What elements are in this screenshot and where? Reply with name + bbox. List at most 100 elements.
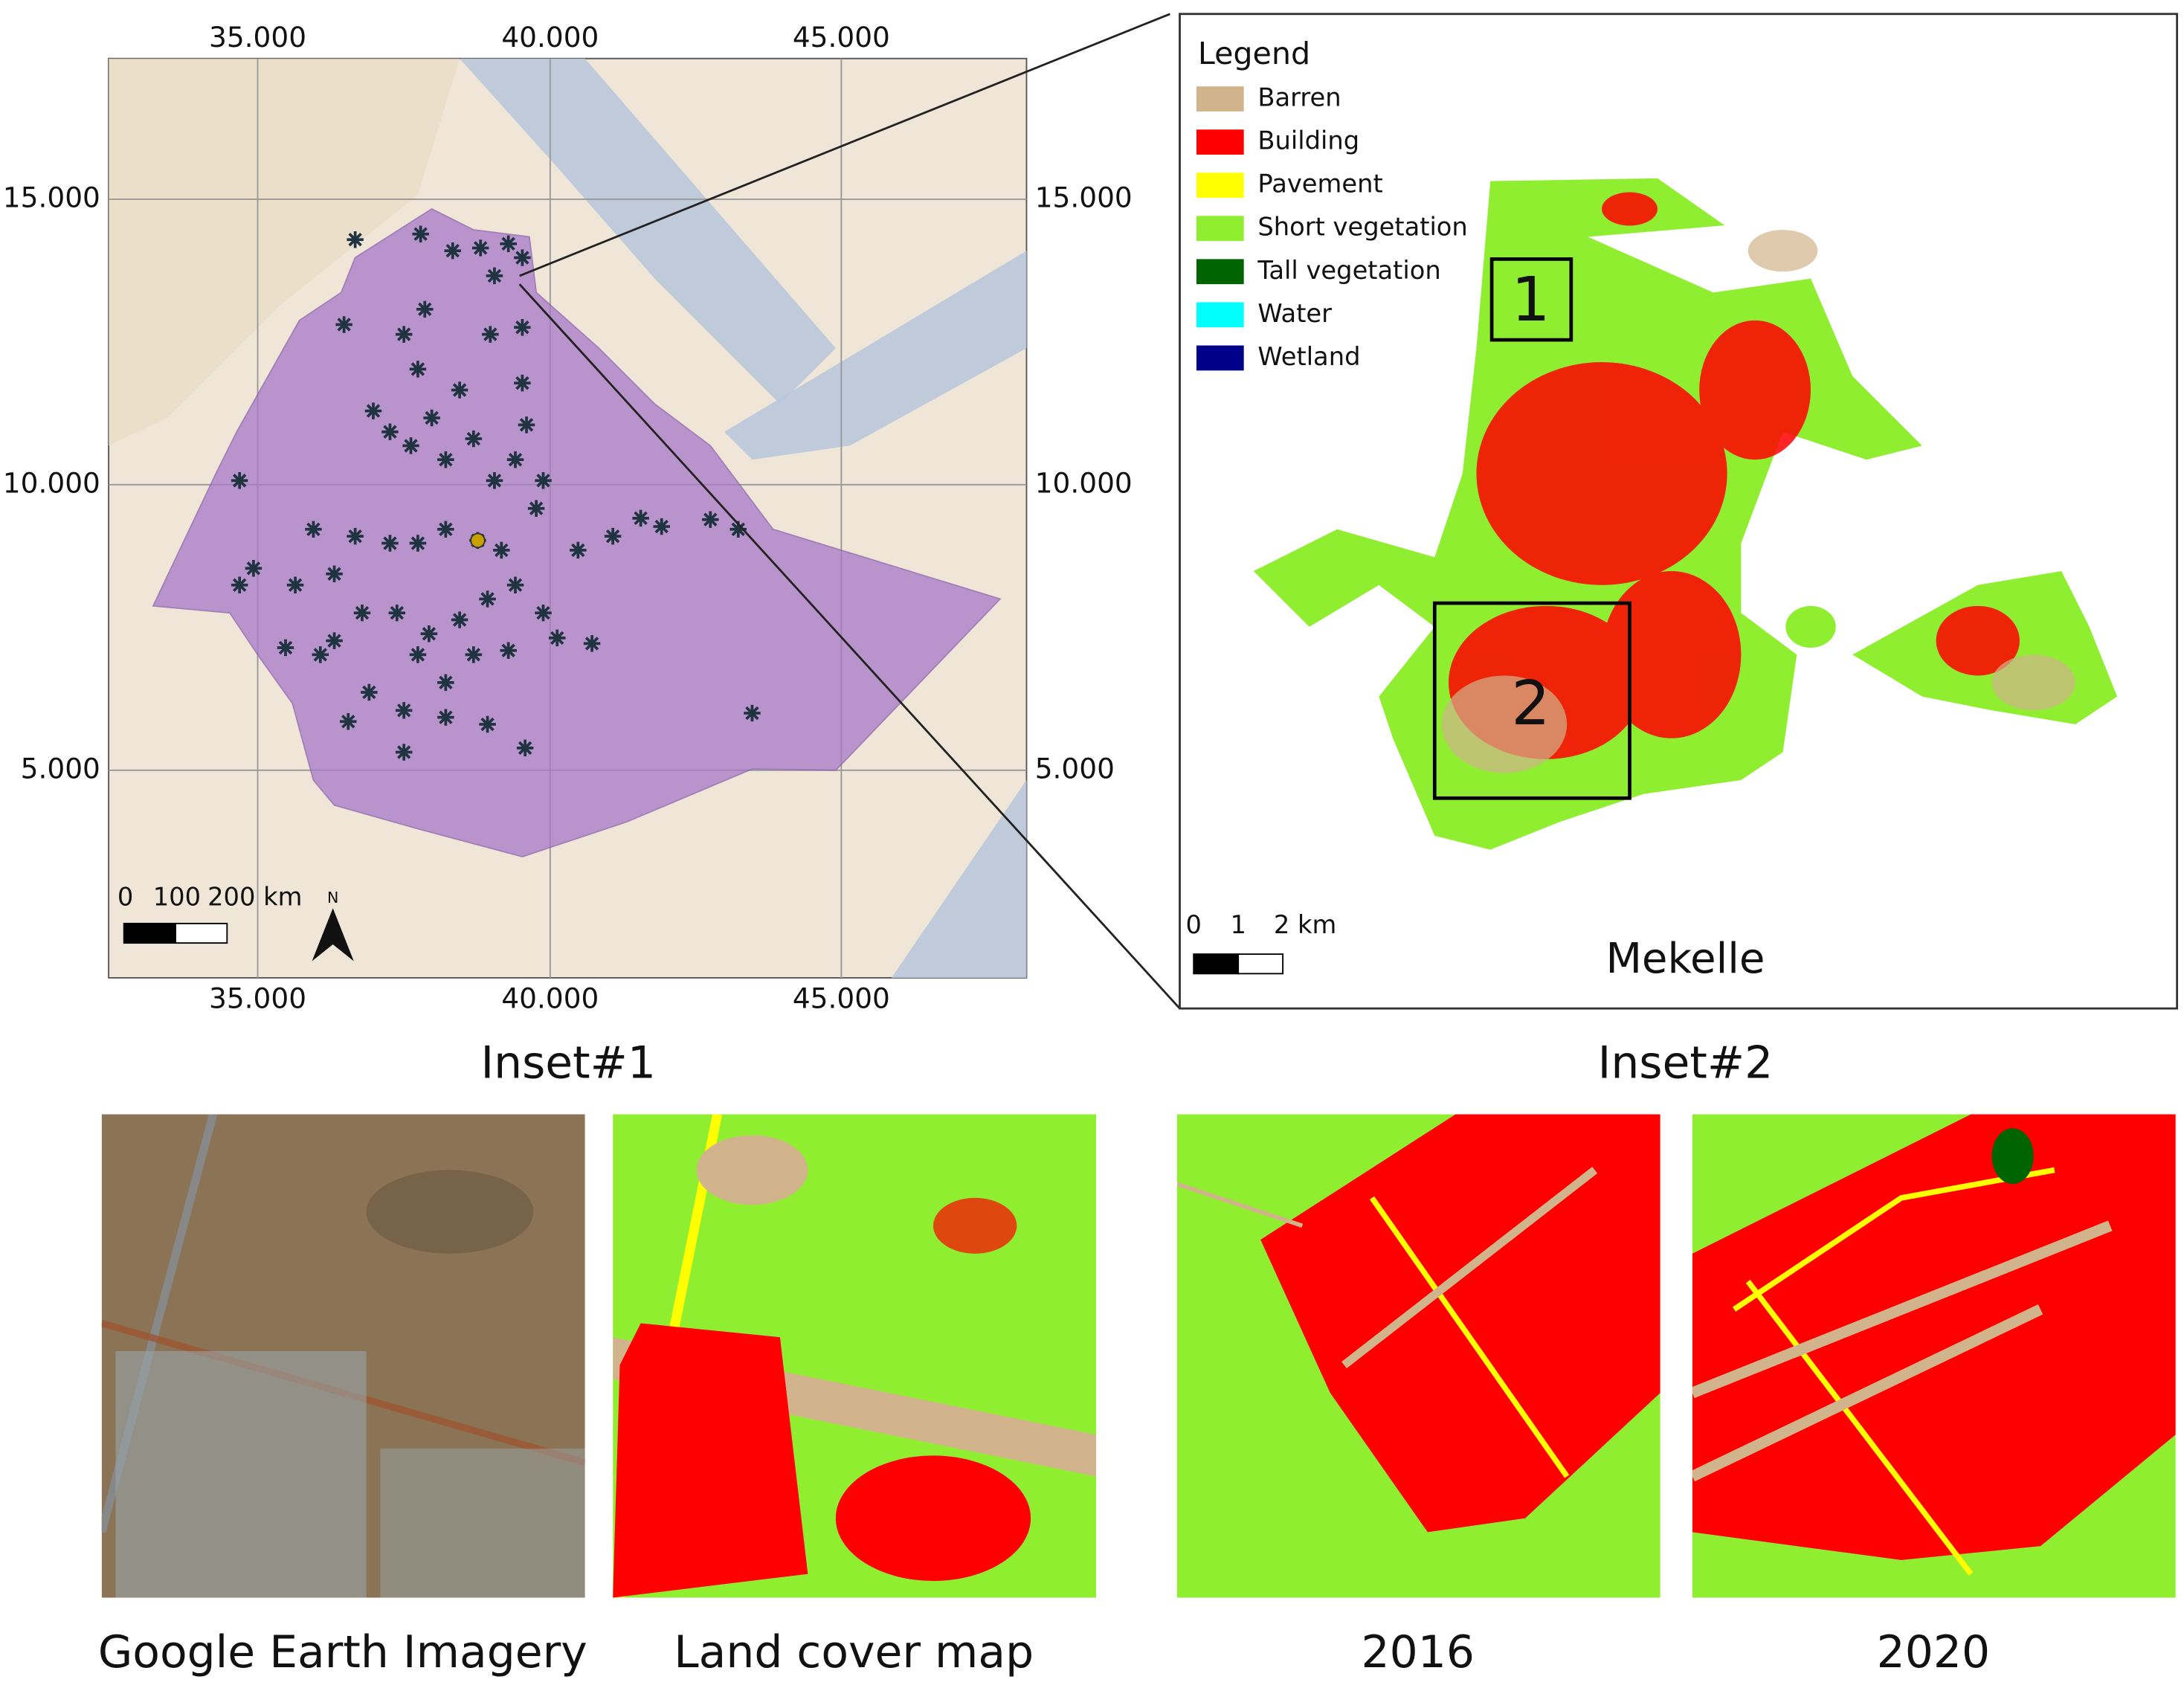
site-marker [702,511,719,528]
inset-box [1432,601,1631,800]
site-marker [395,702,413,719]
scale-bar [175,922,228,944]
site-marker [482,326,499,343]
site-marker [347,231,364,248]
site-marker [437,709,454,726]
site-marker [416,300,434,318]
inset-box [1489,257,1573,342]
site-marker [506,576,524,593]
site-marker [437,674,454,692]
site-marker [535,472,552,489]
barren-patches [1441,230,2075,773]
legend-title: Legend [1198,36,1310,71]
overview-map: 35.000 40.000 45.000 35.000 40.000 45.00… [3,21,1133,1014]
site-marker [744,704,761,722]
lon-label: 45.000 [793,982,890,1014]
site-marker [395,744,413,761]
site-marker [653,518,670,535]
land-cover-2020 [1692,1114,2176,1598]
site-marker [423,409,440,427]
site-marker [420,625,438,642]
panel-caption: Google Earth Imagery [98,1626,587,1678]
site-marker [388,604,406,622]
site-marker [409,646,427,663]
legend-label: Building [1257,126,1359,155]
legend-swatch [1196,259,1244,285]
site-marker [312,646,329,663]
legend-label: Pavement [1257,170,1382,199]
site-marker [364,402,382,419]
land-cover-panel [613,1114,1097,1598]
legend-swatch [1196,216,1244,242]
legend-swatch [1196,345,1244,371]
lon-label: 45.000 [793,21,890,54]
site-marker [465,430,483,448]
lon-label: 35.000 [209,982,306,1014]
site-marker [516,739,534,757]
site-marker [493,541,510,559]
legend-label: Water [1257,299,1332,328]
site-marker [451,611,468,628]
scale-label: 200 km [207,883,302,912]
scale-label: 0 [1186,910,1202,939]
desert [109,58,460,446]
lat-label: 10.000 [1035,466,1133,499]
site-marker [535,604,552,622]
satellite-image [101,1114,585,1598]
site-marker [514,318,531,336]
site-marker [583,635,601,652]
lat-label: 5.000 [21,752,100,785]
lat-label: 15.000 [1035,181,1133,213]
site-marker [548,629,566,647]
site-marker [395,326,413,343]
site-marker [518,416,535,434]
legend-label: Wetland [1257,342,1360,371]
box-label: 2 [1511,669,1550,739]
site-marker [500,642,517,660]
legend-swatch [1196,173,1244,199]
site-marker [465,646,483,663]
site-marker [632,509,649,527]
lat-label: 15.000 [3,181,100,213]
site-marker [486,472,503,489]
site-marker [437,451,454,468]
site-marker [479,590,496,608]
legend-label: Tall vegetation [1257,256,1440,285]
panel-caption: Land cover map [674,1626,1034,1678]
site-marker [514,374,531,392]
site-marker [277,639,294,657]
legend-swatch [1196,302,1244,328]
site-marker [335,316,352,333]
site-marker [402,437,419,454]
panel-caption: 2020 [1877,1626,1991,1678]
site-marker [500,235,517,253]
scale-bar [123,922,176,944]
panel-caption: 2016 [1362,1626,1475,1678]
site-marker [353,604,371,622]
indian-ocean [891,779,1027,978]
scale-label: 0 [117,883,133,912]
scale-label: 2 km [1274,910,1337,939]
red-sea [460,58,836,405]
site-marker [245,560,262,577]
site-marker [381,423,399,440]
site-marker [409,535,427,552]
gulf-of-aden [724,251,1027,460]
scale-label: 1 [1230,910,1246,939]
site-marker [409,361,427,378]
legend-label: Barren [1257,83,1341,112]
scale-bar [1237,953,1284,975]
legend: Barren Building Pavement Short vegetation Ta… [1196,83,1468,371]
lon-label: 40.000 [501,982,599,1014]
north-arrow [312,908,354,962]
site-marker [286,576,304,593]
capital-marker [470,532,486,549]
site-marker [451,381,468,399]
site-marker [506,451,524,468]
site-marker [527,500,545,517]
site-marker [486,267,503,285]
site-marker [231,472,248,489]
scale-bar [1193,953,1240,975]
site-marker [381,535,399,552]
